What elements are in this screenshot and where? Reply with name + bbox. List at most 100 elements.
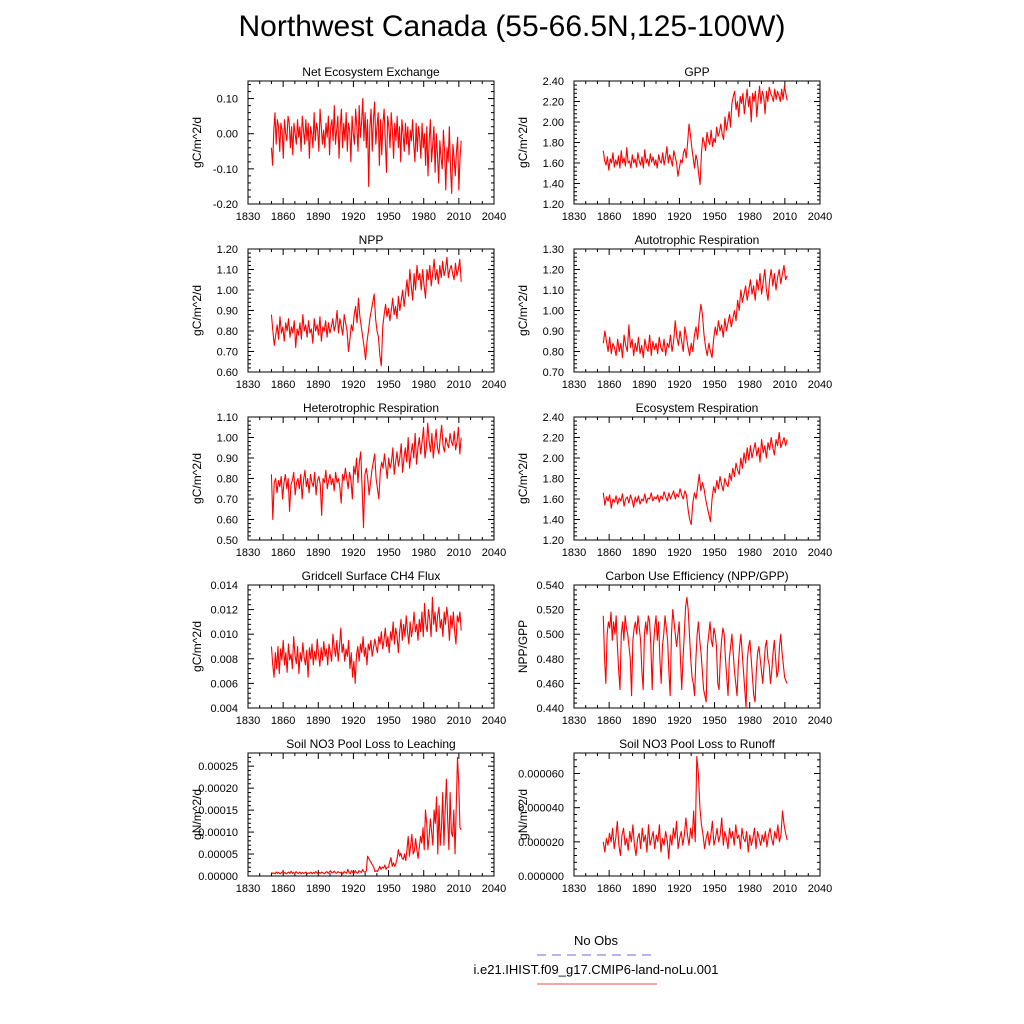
- panel-5-series-line: [270, 422, 462, 529]
- panel-5-xtick-label: 1860: [271, 547, 295, 559]
- panel-2-xtick-label: 1920: [667, 211, 691, 223]
- panel-5-xtick-label: 2040: [482, 547, 506, 559]
- panel-4-ytick-label: 1.30: [543, 244, 564, 256]
- panel-7-title: Gridcell Surface CH4 Flux: [302, 569, 441, 583]
- panel-5-ytick-label: 0.90: [217, 453, 238, 465]
- panel-9-xtick-label: 2040: [482, 883, 506, 895]
- panel-7-ytick-label: 0.008: [210, 654, 238, 666]
- panel-9-xtick-label: 1890: [306, 883, 330, 895]
- panel-2-series-line: [602, 85, 788, 186]
- panel-2-xtick-label: 2010: [773, 211, 797, 223]
- panel-4-xtick-label: 2010: [773, 379, 797, 391]
- panel-3-ytick-label: 1.20: [217, 244, 238, 256]
- panel-6-ylabel: gC/m^2/d: [516, 453, 530, 504]
- panel-7-xtick-label: 1860: [271, 715, 295, 727]
- panel-9-xtick-label: 1830: [236, 883, 260, 895]
- panel-2-ytick-label: 2.20: [543, 97, 564, 109]
- panel-7-ytick-label: 0.004: [210, 703, 238, 715]
- panel-6-title: Ecosystem Respiration: [636, 401, 759, 415]
- panel-4-xtick-label: 1860: [597, 379, 621, 391]
- panel-10-ytick-label: 0.000060: [518, 769, 564, 781]
- panel-4-xtick-label: 1830: [562, 379, 586, 391]
- panel-8-ytick-label: 0.540: [536, 580, 564, 592]
- panel-2-ylabel: gC/m^2/d: [516, 117, 530, 168]
- panel-9-xtick-label: 1860: [271, 883, 295, 895]
- panel-7-frame: [247, 584, 495, 709]
- panel-6-xtick-label: 2010: [773, 547, 797, 559]
- panel-2-title: GPP: [684, 65, 709, 79]
- panel-9-ytick-label: 0.00025: [198, 761, 238, 773]
- panel-1-xtick-label: 1860: [271, 211, 295, 223]
- panel-3-ytick-label: 0.90: [217, 306, 238, 318]
- panel-7-ytick-label: 0.014: [210, 580, 238, 592]
- panel-8-ylabel: NPP/GPP: [516, 620, 530, 673]
- panel-5-ytick-label: 0.50: [217, 535, 238, 547]
- panel-1-ytick-label: -0.20: [213, 199, 238, 211]
- panel-8-xtick-label: 1860: [597, 715, 621, 727]
- panel-10-xtick-label: 1980: [737, 883, 761, 895]
- panel-4-ytick-label: 1.00: [543, 306, 564, 318]
- panel-1-xtick-label: 1950: [376, 211, 400, 223]
- panel-5-title: Heterotrophic Respiration: [303, 401, 439, 415]
- panel-10-ytick-label: 0.000040: [518, 803, 564, 815]
- panel-7-series-line: [270, 596, 462, 684]
- panel-10-series-line: [602, 755, 788, 860]
- panel-2-ytick-label: 1.20: [543, 199, 564, 211]
- panel-2-ytick-label: 2.40: [543, 76, 564, 88]
- panel-4-xtick-label: 2040: [808, 379, 832, 391]
- panel-7-xtick-label: 1950: [376, 715, 400, 727]
- panel-1-series-line: [270, 98, 462, 195]
- panel-3-xtick-label: 1890: [306, 379, 330, 391]
- panel-8-ytick-label: 0.480: [536, 654, 564, 666]
- panel-3-xtick-label: 1950: [376, 379, 400, 391]
- panel-1-ytick-label: 0.10: [217, 94, 238, 106]
- panel-10-xtick-label: 2010: [773, 883, 797, 895]
- panel-3-series-line: [270, 256, 462, 367]
- panel-10-xtick-label: 1950: [702, 883, 726, 895]
- panel-3-ytick-label: 0.70: [217, 347, 238, 359]
- panel-7-xtick-label: 2040: [482, 715, 506, 727]
- panel-10-ylabel: gN/m^2/d: [516, 789, 530, 840]
- panel-8-xtick-label: 2010: [773, 715, 797, 727]
- legend-label-no-obs: No Obs: [573, 933, 619, 948]
- panel-3-ytick-label: 0.60: [217, 367, 238, 379]
- panel-1-xtick-label: 2010: [447, 211, 471, 223]
- panel-2-xtick-label: 1890: [632, 211, 656, 223]
- panel-10-xtick-label: 2040: [808, 883, 832, 895]
- panel-9-ytick-label: 0.00005: [198, 849, 238, 861]
- panel-4-xtick-label: 1890: [632, 379, 656, 391]
- panel-7-ytick-label: 0.012: [210, 605, 238, 617]
- panel-1-xtick-label: 1920: [341, 211, 365, 223]
- panel-5-xtick-label: 1980: [411, 547, 435, 559]
- panel-6-ytick-label: 2.40: [543, 412, 564, 424]
- panel-4-xtick-label: 1980: [737, 379, 761, 391]
- panel-10-xtick-label: 1890: [632, 883, 656, 895]
- panel-7-xtick-label: 1980: [411, 715, 435, 727]
- panel-2-xtick-label: 1860: [597, 211, 621, 223]
- panel-8-ytick-label: 0.500: [536, 629, 564, 641]
- panel-9-ytick-label: 0.00020: [198, 783, 238, 795]
- panel-9-ytick-label: 0.00010: [198, 827, 238, 839]
- panel-7-xtick-label: 1890: [306, 715, 330, 727]
- panel-1-ytick-label: 0.00: [217, 129, 238, 141]
- panel-9-ytick-label: 0.00000: [198, 871, 238, 883]
- panel-10-xtick-label: 1920: [667, 883, 691, 895]
- panel-6-ytick-label: 1.60: [543, 494, 564, 506]
- panel-8-xtick-label: 1950: [702, 715, 726, 727]
- panel-6-ytick-label: 1.20: [543, 535, 564, 547]
- panel-6-xtick-label: 1920: [667, 547, 691, 559]
- panel-2-xtick-label: 1830: [562, 211, 586, 223]
- panel-1-ytick-label: -0.10: [213, 164, 238, 176]
- panel-9-ylabel: gN/m^2/d: [190, 789, 204, 840]
- panel-3-xtick-label: 1830: [236, 379, 260, 391]
- panel-10-ytick-label: 0.000000: [518, 871, 564, 883]
- panel-6-series-line: [602, 431, 788, 526]
- panel-1-ylabel: gC/m^2/d: [190, 117, 204, 168]
- panel-9-title: Soil NO3 Pool Loss to Leaching: [286, 737, 455, 751]
- panel-2-ytick-label: 1.60: [543, 158, 564, 170]
- panel-4-title: Autotrophic Respiration: [635, 233, 760, 247]
- figure-title: Northwest Canada (55-66.5N,125-100W): [238, 10, 786, 43]
- panel-6-xtick-label: 1860: [597, 547, 621, 559]
- panel-9-xtick-label: 1920: [341, 883, 365, 895]
- panel-8-frame: [573, 584, 821, 709]
